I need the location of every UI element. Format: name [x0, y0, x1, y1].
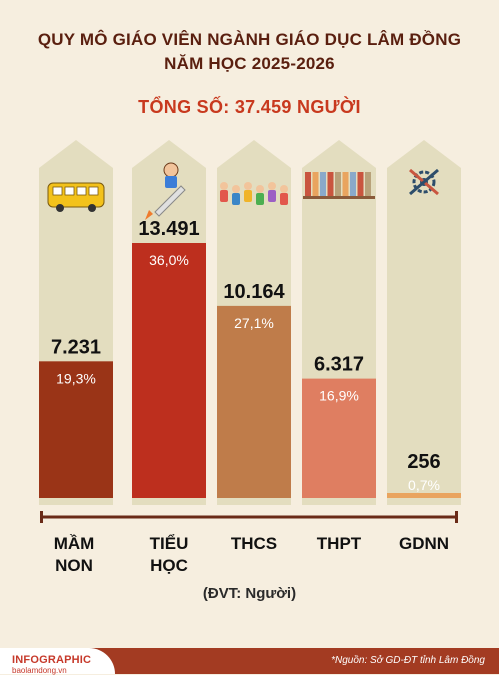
total-count: TỔNG SỐ: 37.459 NGƯỜI	[138, 97, 361, 117]
bar	[132, 243, 206, 498]
value-label: 256	[407, 451, 440, 473]
chart-title: QUY MÔ GIÁO VIÊN NGÀNH GIÁO DỤC LÂM ĐỒNG	[37, 30, 462, 49]
percent-label: 0,7%	[408, 477, 440, 493]
value-label: 13.491	[138, 218, 199, 240]
bar	[302, 378, 376, 498]
bookshelf-icon	[303, 172, 375, 199]
footer: INFOGRAPHIC baolamdong.vn *Nguồn: Sở GD-…	[0, 648, 499, 675]
rocket-kid-icon	[145, 162, 186, 220]
category-label: THPT	[317, 534, 362, 553]
footer-brand: INFOGRAPHIC baolamdong.vn	[0, 648, 115, 675]
value-label: 10.164	[223, 281, 285, 303]
percent-label: 27,1%	[234, 315, 274, 331]
category-label: TIỂU	[150, 534, 189, 553]
brand-site: baolamdong.vn	[12, 666, 67, 675]
category-label: THCS	[231, 534, 277, 553]
source-note: *Nguồn: Sở GD-ĐT tỉnh Lâm Đồng	[331, 655, 485, 666]
school-bus-icon	[47, 182, 105, 212]
gear-tools-icon	[409, 168, 439, 196]
category-label: MẦM	[54, 534, 95, 553]
column-background	[387, 140, 461, 505]
bar	[217, 305, 291, 498]
value-label: 7.231	[51, 336, 101, 358]
percent-label: 16,9%	[319, 388, 359, 404]
brand-label: INFOGRAPHIC	[12, 654, 92, 666]
children-group-icon	[220, 182, 288, 205]
category-label: NON	[55, 556, 93, 575]
chart-subtitle: NĂM HỌC 2025-2026	[164, 54, 335, 73]
category-label: HỌC	[150, 556, 188, 575]
category-label: GDNN	[399, 534, 449, 553]
bar	[387, 493, 461, 498]
percent-label: 19,3%	[56, 370, 96, 386]
unit-label: (ĐVT: Người)	[202, 585, 297, 602]
value-label: 6.317	[314, 354, 364, 376]
bar	[39, 361, 113, 498]
percent-label: 36,0%	[149, 252, 189, 268]
